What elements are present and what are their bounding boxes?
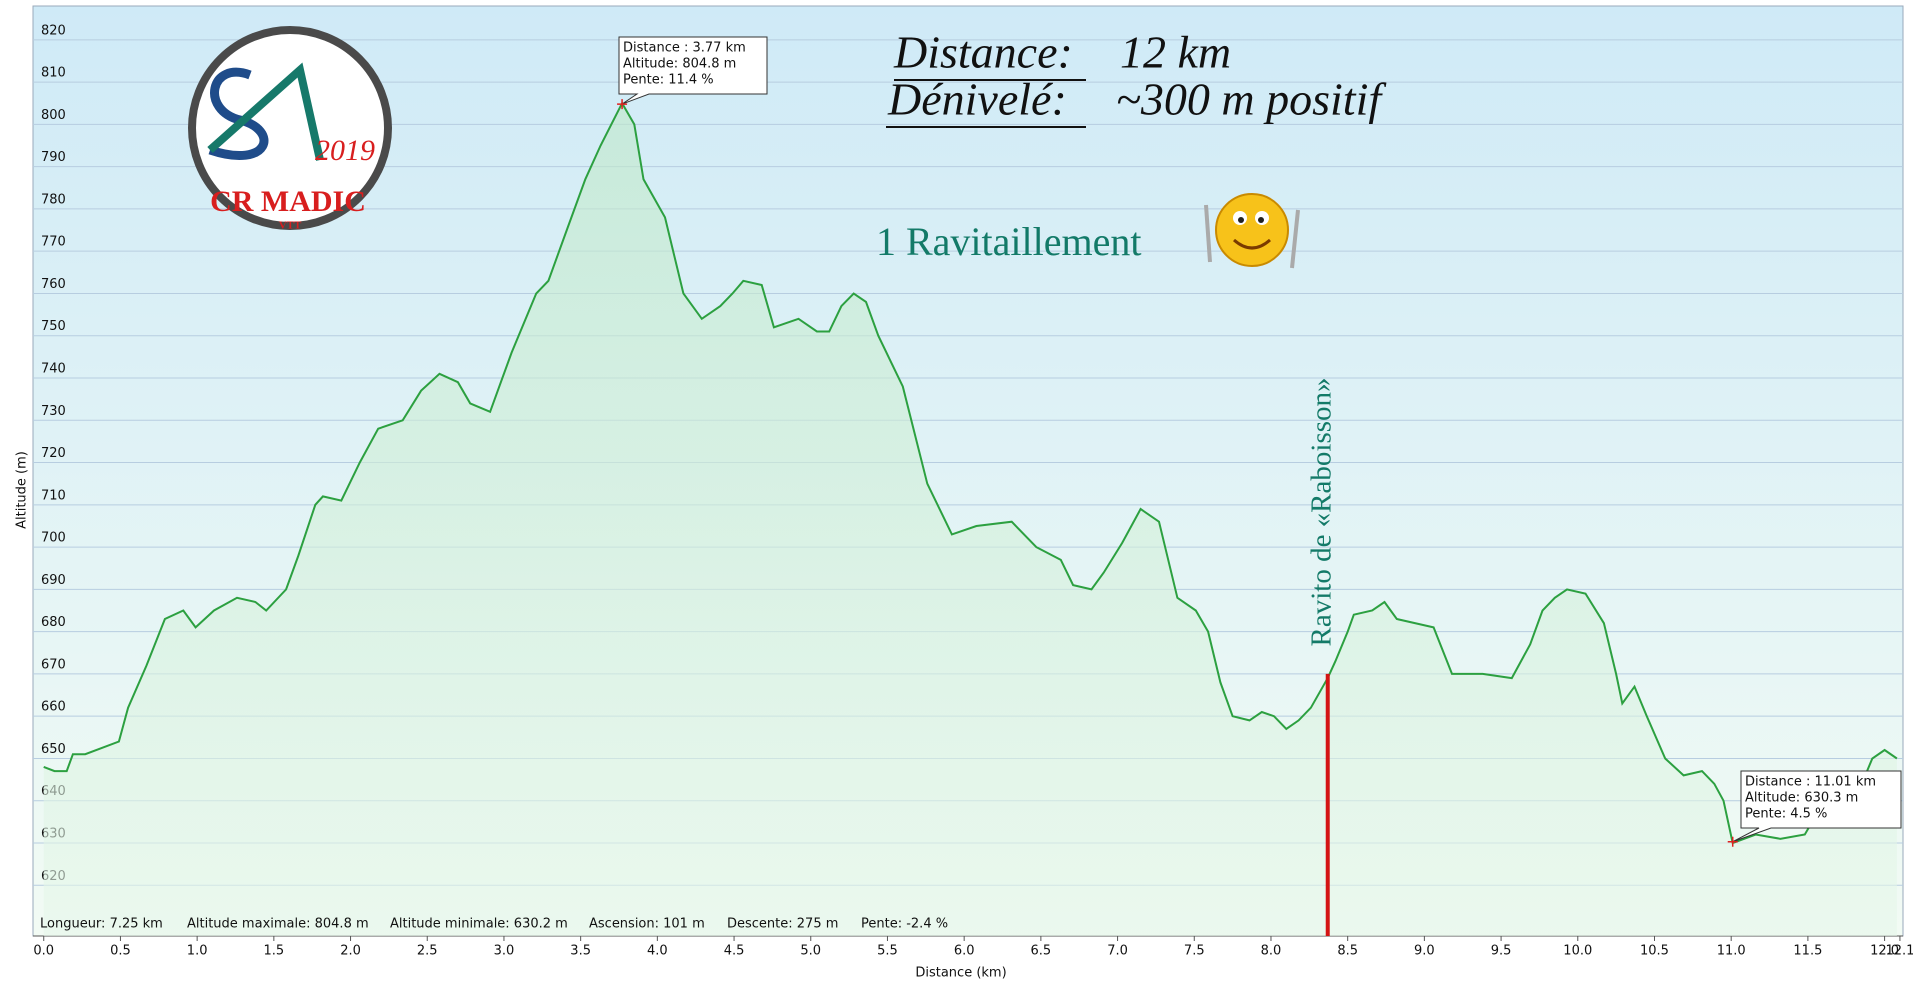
profile-line	[43, 101, 1898, 845]
x-tick-label: 2.5	[417, 944, 438, 959]
logo-sub: VTT	[279, 220, 302, 232]
x-tick-label: 9.5	[1491, 944, 1512, 959]
y-tick-label: 790	[41, 150, 66, 165]
x-tick-label: 12.0	[1870, 944, 1899, 959]
statistic: Altitude minimale: 630.2 m	[390, 917, 568, 932]
x-tick-label: 7.0	[1107, 944, 1128, 959]
x-axis-title: Distance (km)	[915, 966, 1006, 981]
logo-year: 2019	[315, 134, 375, 167]
x-tick-label: 5.5	[877, 944, 898, 959]
y-tick-label: 820	[41, 23, 66, 38]
x-tick-label: 0.5	[110, 944, 131, 959]
logo: CR MADIC VTT 2019	[188, 26, 392, 232]
smiley	[1204, 193, 1300, 269]
statistic: Pente: -2.4 %	[861, 917, 948, 932]
denivele-label: Dénivelé:	[887, 74, 1067, 125]
tooltip-text: Altitude: 804.8 m	[623, 57, 736, 72]
tooltip-text: Distance : 3.77 km	[623, 41, 746, 56]
y-axis-title: Altitude (m)	[15, 451, 30, 529]
denivele-value: ~300 m positif	[1116, 74, 1387, 125]
y-tick-label: 670	[41, 657, 66, 672]
x-tick-label: 4.0	[647, 944, 668, 959]
tooltip-point	[1727, 836, 1738, 847]
x-tick-label: 11.5	[1793, 944, 1822, 959]
area-fill	[43, 103, 1897, 936]
x-tick-label: 12.1	[1885, 944, 1913, 959]
x-tick-label: 10.0	[1563, 944, 1592, 959]
x-tick-label: 6.0	[954, 944, 975, 959]
x-tick-label: 9.0	[1414, 944, 1435, 959]
tooltip-point	[617, 99, 628, 110]
tooltip-text: Altitude: 630.3 m	[1745, 791, 1858, 806]
x-tick-label: 10.5	[1640, 944, 1669, 959]
y-tick-label: 680	[41, 615, 66, 630]
ravito-label: Ravito de «Raboisson»	[1305, 377, 1337, 646]
y-tick-label: 770	[41, 235, 66, 250]
statistic: Descente: 275 m	[727, 917, 838, 932]
statistic: Ascension: 101 m	[589, 917, 705, 932]
y-tick-label: 660	[41, 700, 66, 715]
x-tick-label: 1.0	[187, 944, 208, 959]
x-tick-label: 5.0	[800, 944, 821, 959]
statistic: Longueur: 7.25 km	[40, 917, 163, 932]
y-tick-label: 650	[41, 742, 66, 757]
x-tick-label: 11.0	[1717, 944, 1746, 959]
tooltip-box	[1732, 770, 1902, 843]
tooltip-text: Distance : 11.01 km	[1745, 775, 1876, 790]
x-tick-label: 1.5	[264, 944, 285, 959]
x-tick-label: 3.0	[494, 944, 515, 959]
y-tick-label: 700	[41, 531, 66, 546]
x-tick-label: 0.0	[33, 944, 54, 959]
distance-label: Distance:	[893, 27, 1073, 78]
logo-club: CR MADIC	[210, 185, 366, 218]
y-tick-label: 780	[41, 192, 66, 207]
distance-value: 12 km	[1120, 27, 1231, 78]
y-tick-label: 690	[41, 573, 66, 588]
x-tick-label: 8.5	[1337, 944, 1358, 959]
x-tick-label: 4.5	[724, 944, 745, 959]
x-tick-label: 3.5	[570, 944, 591, 959]
y-tick-label: 760	[41, 277, 66, 292]
y-tick-label: 750	[41, 319, 66, 334]
x-tick-label: 2.0	[340, 944, 361, 959]
y-tick-label: 710	[41, 488, 66, 503]
y-tick-label: 800	[41, 108, 66, 123]
tooltip-box	[618, 36, 768, 105]
statistic: Altitude maximale: 804.8 m	[187, 917, 369, 932]
y-tick-label: 730	[41, 404, 66, 419]
x-tick-label: 7.5	[1184, 944, 1205, 959]
ravitaillement: 1 Ravitaillement	[876, 219, 1142, 264]
x-tick-label: 6.5	[1031, 944, 1052, 959]
tooltip-text: Pente: 4.5 %	[1745, 807, 1827, 822]
y-tick-label: 810	[41, 66, 66, 81]
y-tick-label: 720	[41, 446, 66, 461]
tooltip-text: Pente: 11.4 %	[623, 73, 714, 88]
y-tick-label: 740	[41, 362, 66, 377]
x-tick-label: 8.0	[1261, 944, 1282, 959]
